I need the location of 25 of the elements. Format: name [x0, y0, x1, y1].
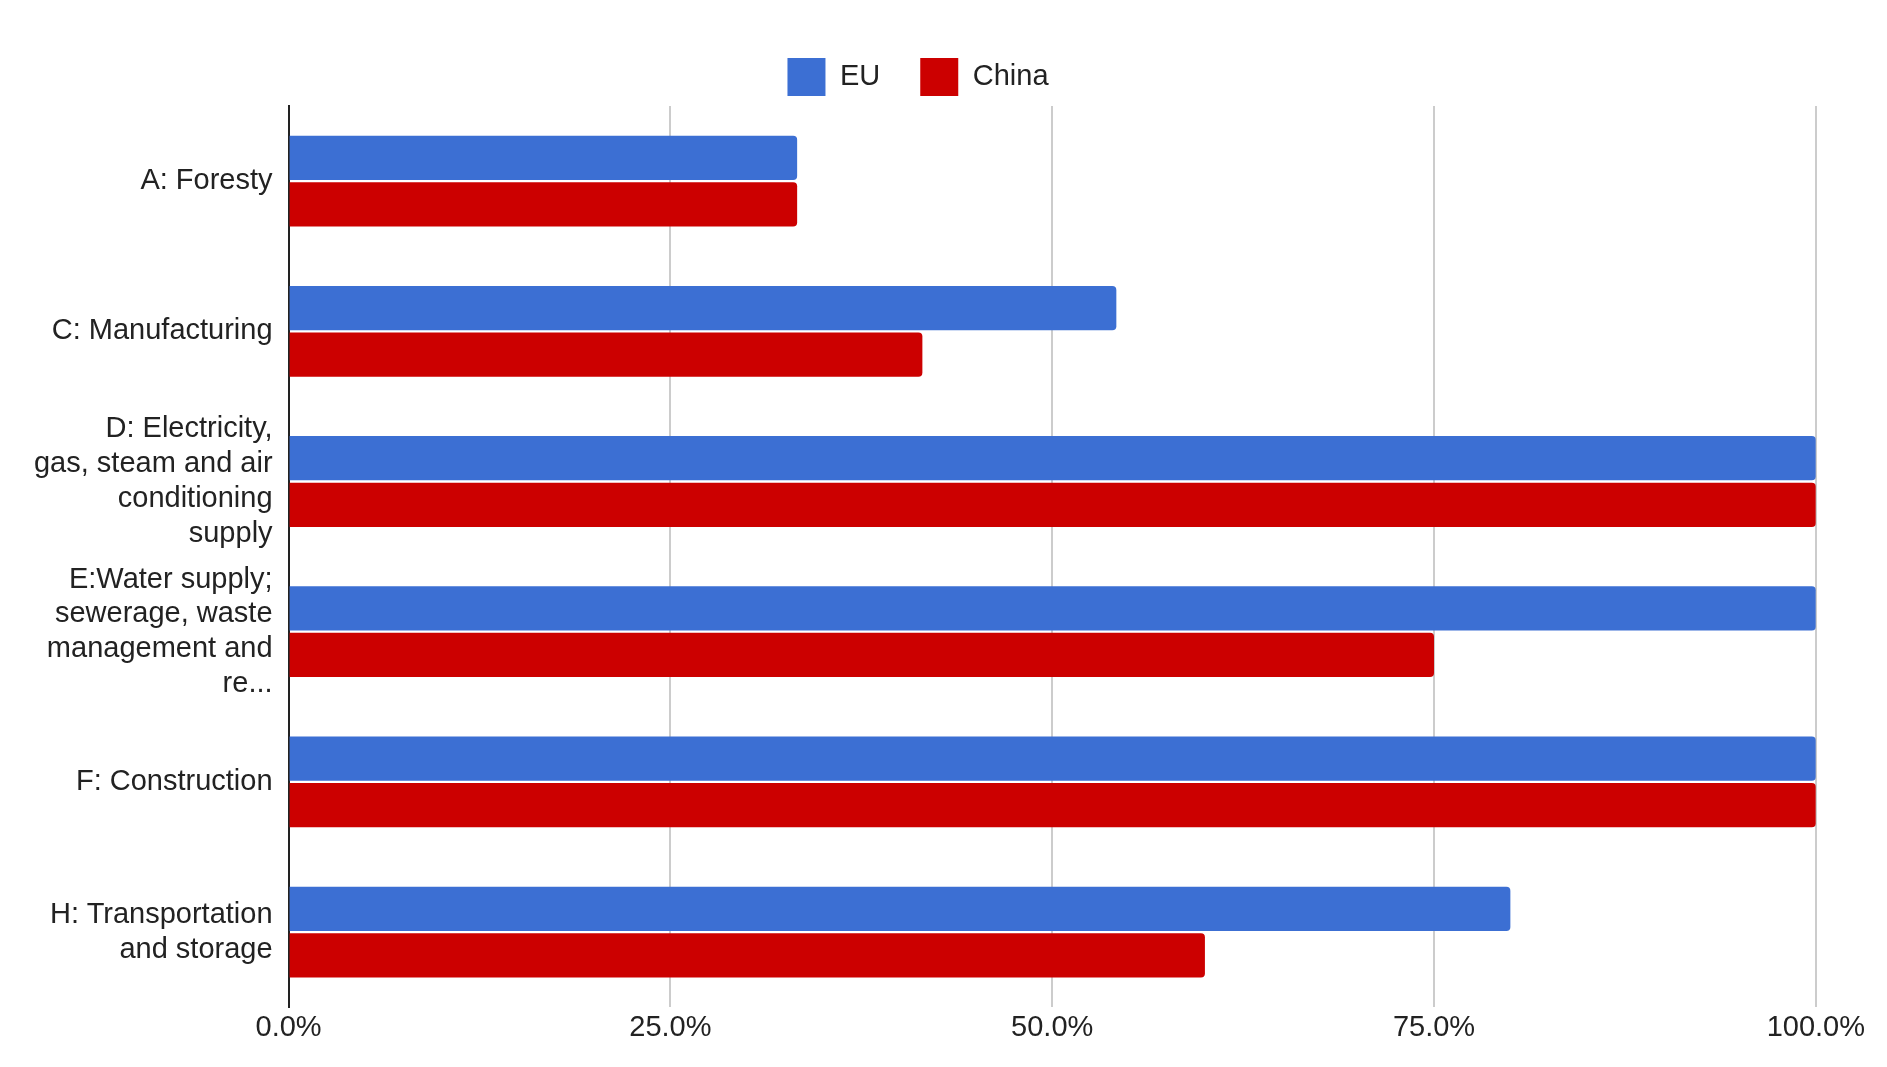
legend-label: China — [972, 59, 1050, 91]
x-tick-label: 100.0% — [1766, 1009, 1865, 1042]
bar — [289, 736, 1816, 781]
y-tick-label: H: Transportation and storage — [50, 896, 273, 964]
bar — [289, 285, 1117, 331]
y-tick-label: F: Construction — [75, 763, 273, 796]
x-tick-label: 0.0% — [255, 1009, 322, 1042]
bar — [289, 783, 1816, 828]
x-tick-label: 75.0% — [1392, 1009, 1476, 1042]
bar — [289, 482, 1816, 527]
legend-label: EU — [839, 59, 881, 91]
bar — [289, 332, 923, 377]
y-tick-label: C: Manufacturing — [51, 313, 273, 346]
bar — [289, 933, 1205, 978]
bar — [289, 886, 1511, 931]
x-tick-label: 25.0% — [629, 1009, 712, 1042]
y-tick-label: E:Water supply; sewerage, waste management and re... — [46, 561, 273, 698]
x-tick-label: 50.0% — [1011, 1009, 1094, 1042]
y-tick-label: D: Electricity, gas, steam and air conditioning supply — [33, 411, 274, 548]
bar — [289, 436, 1816, 481]
bar — [289, 135, 798, 180]
bar — [289, 182, 798, 227]
bar — [289, 632, 1435, 678]
bar — [289, 586, 1816, 631]
y-tick-label: A: Foresty — [140, 163, 274, 196]
